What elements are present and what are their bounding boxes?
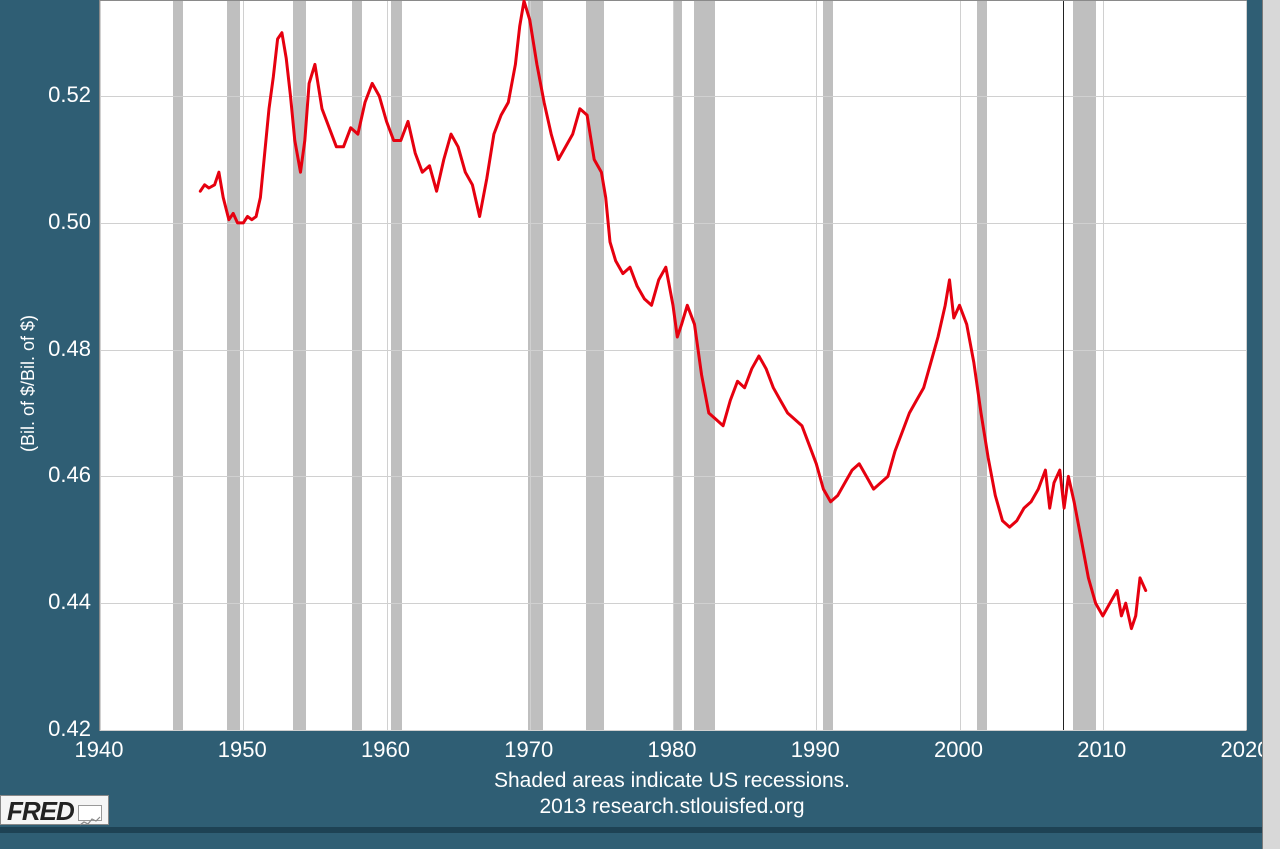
x-tick-label: 1990 xyxy=(791,737,840,763)
y-tick-label: 0.48 xyxy=(31,336,91,362)
x-tick-label: 2010 xyxy=(1077,737,1126,763)
x-tick-label: 2000 xyxy=(934,737,983,763)
x-tick-label: 1970 xyxy=(504,737,553,763)
x-tick-label: 1950 xyxy=(218,737,267,763)
fred-badge-text: FRED xyxy=(7,798,74,824)
caption-recessions: Shaded areas indicate US recessions. xyxy=(272,769,1072,793)
right-scroll-gutter xyxy=(1262,0,1280,849)
plot-area xyxy=(99,0,1247,731)
gridline-v xyxy=(1246,1,1247,730)
y-tick-label: 0.50 xyxy=(31,209,91,235)
x-tick-label: 1940 xyxy=(75,737,124,763)
x-tick-label: 1980 xyxy=(648,737,697,763)
y-tick-label: 0.46 xyxy=(31,462,91,488)
fred-mini-icon xyxy=(78,805,102,821)
chart-frame: (Bil. of $/Bil. of $) Shaded areas indic… xyxy=(0,0,1262,849)
x-tick-label: 1960 xyxy=(361,737,410,763)
y-tick-label: 0.44 xyxy=(31,589,91,615)
gridline-h xyxy=(100,730,1246,731)
line-series xyxy=(100,1,1246,730)
bottom-shadow xyxy=(0,827,1262,833)
fred-badge: FRED xyxy=(0,795,109,825)
caption-source: 2013 research.stlouisfed.org xyxy=(272,795,1072,819)
y-tick-label: 0.52 xyxy=(31,82,91,108)
